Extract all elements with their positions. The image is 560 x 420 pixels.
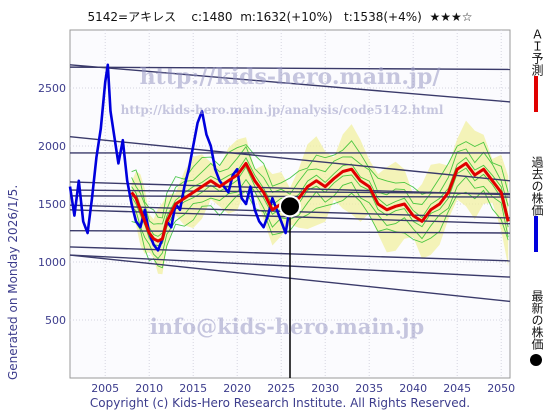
latest-marker-group <box>279 195 301 378</box>
y-tick-label: 2000 <box>38 140 66 153</box>
generated-date: Generated on Monday 2026/1/5. <box>6 184 20 380</box>
legend-past-price: 過去の株価 <box>530 156 550 252</box>
header-current: c:1480 <box>191 10 233 24</box>
watermark-bottom: info@kids-hero.main.jp <box>150 314 424 339</box>
axis-ticks: 2005 2010 2015 2020 2025 2030 2035 2040 2045 2050… <box>38 82 515 395</box>
x-tick-label: 2010 <box>135 382 163 395</box>
legend-latest-price: 最新の株価 <box>530 290 550 366</box>
x-tick-label: 2015 <box>179 382 207 395</box>
trend-line <box>69 64 511 103</box>
trend-line <box>69 189 511 195</box>
watermark-mid: http://kids-hero.main.jp/analysis/code51… <box>121 103 444 117</box>
legend-latest-price-label: 最新の株価 <box>530 290 544 350</box>
chart-header: 5142=アキレス c:1480 m:1632(+10%) t:1538(+4%… <box>0 8 560 25</box>
y-tick-label: 500 <box>45 314 66 327</box>
legend-ai-forecast-swatch <box>534 76 538 112</box>
legend-past-price-label: 過去の株価 <box>530 156 544 216</box>
x-tick-label: 2050 <box>487 382 515 395</box>
header-target: t:1538(+4%) <box>344 10 422 24</box>
forecast-band-area <box>131 120 509 275</box>
y-tick-label: 1000 <box>38 256 66 269</box>
x-tick-label: 2035 <box>355 382 383 395</box>
forecast-band-line <box>131 176 509 260</box>
past-price-line <box>68 63 292 252</box>
forecast-band-line <box>131 145 509 225</box>
x-tick-label: 2040 <box>399 382 427 395</box>
x-tick-label: 2025 <box>267 382 295 395</box>
legend-ai-forecast-label: ＡＩ予測 <box>530 28 544 76</box>
y-tick-label: 1500 <box>38 198 66 211</box>
forecast-band-line <box>131 140 509 219</box>
x-tick-label: 2005 <box>91 382 119 395</box>
header-mid: m:1632(+10%) <box>240 10 333 24</box>
x-tick-label: 2020 <box>223 382 251 395</box>
x-tick-label: 2030 <box>311 382 339 395</box>
ai-forecast-line <box>130 161 510 243</box>
x-tick-label: 2045 <box>443 382 471 395</box>
legend-past-price-swatch <box>534 216 538 252</box>
series-group <box>68 63 510 252</box>
trend-line <box>69 136 511 182</box>
copyright: Copyright (c) Kids-Hero Research Institu… <box>89 396 471 410</box>
y-tick-label: 2500 <box>38 82 66 95</box>
header-stars: ★★★☆ <box>429 10 473 24</box>
trend-line <box>69 66 511 71</box>
latest-price-marker <box>279 195 301 218</box>
legend-latest-price-swatch <box>530 354 542 366</box>
header-code-name: 5142=アキレス <box>87 10 177 24</box>
legend-ai-forecast: ＡＩ予測 <box>530 28 550 112</box>
watermark-top: http://kids-hero.main.jp/ <box>140 64 442 90</box>
